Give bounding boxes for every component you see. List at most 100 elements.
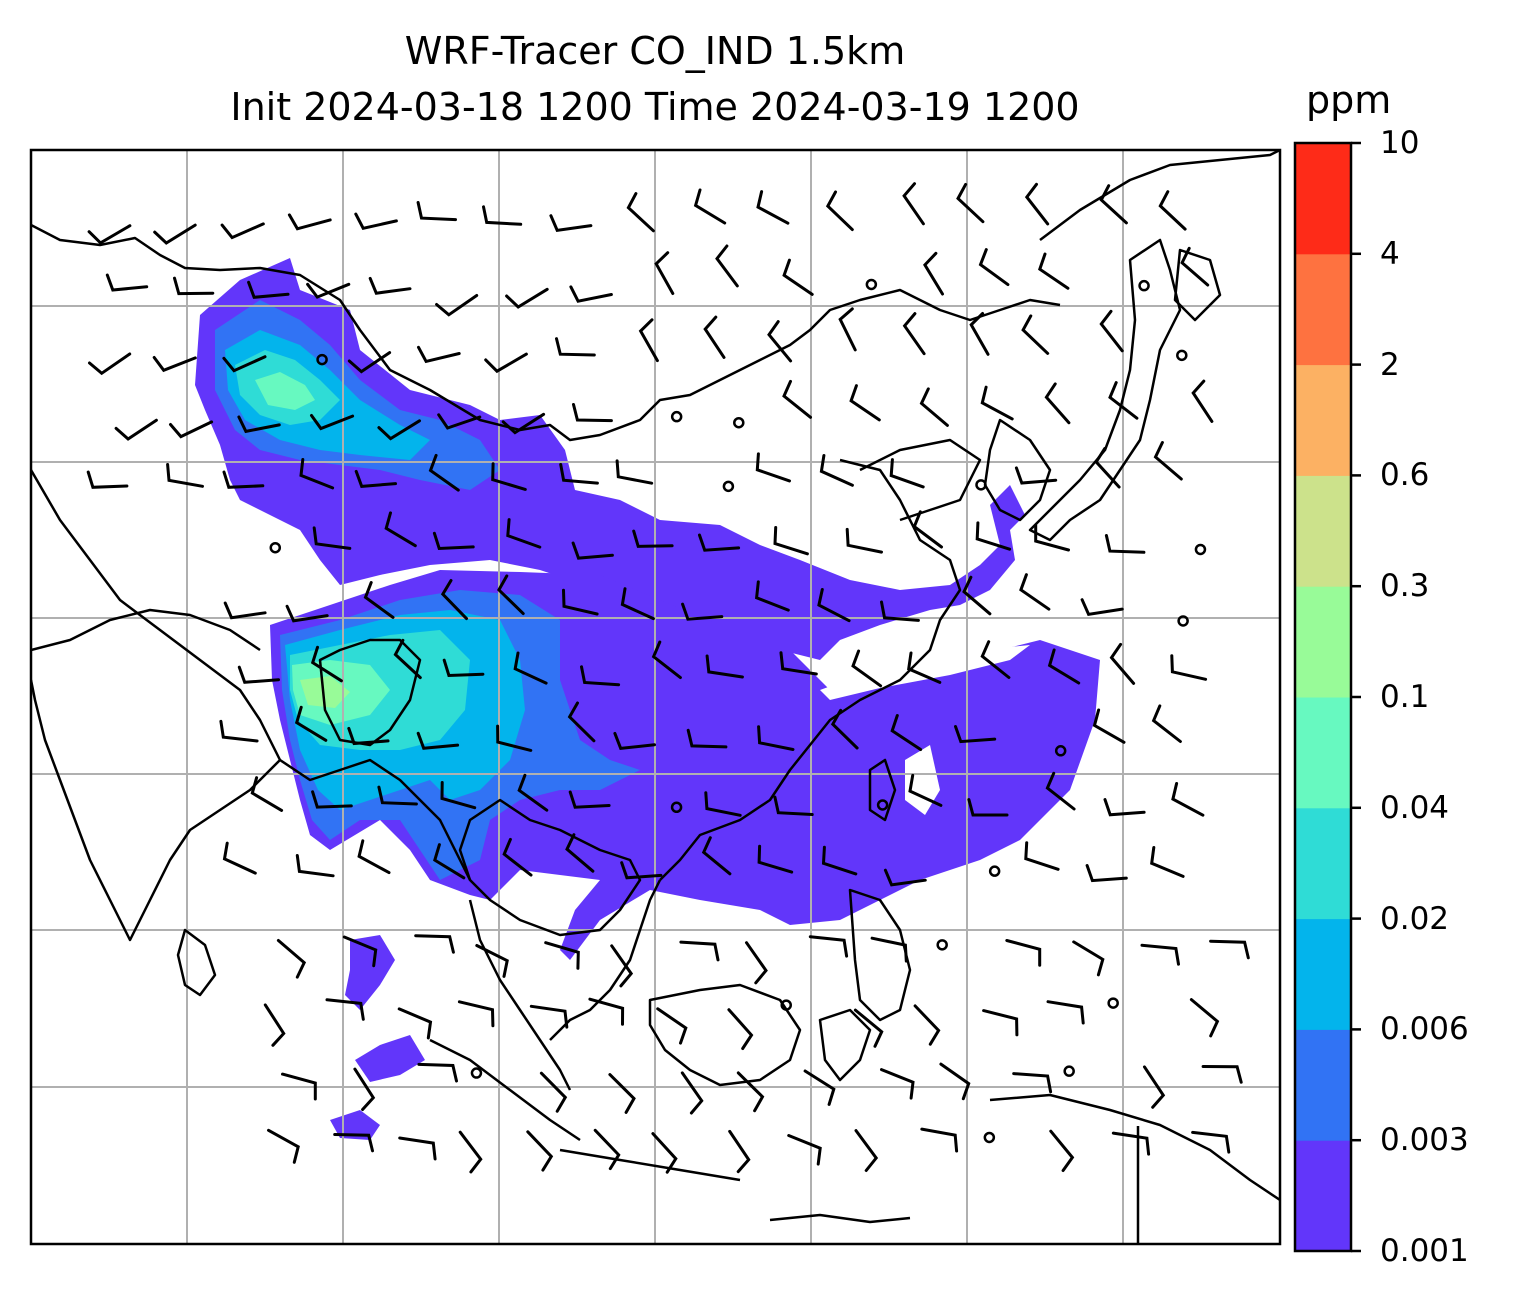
wind-barb xyxy=(311,790,353,809)
wind-barb xyxy=(808,935,849,958)
korea-coast xyxy=(983,418,1052,522)
wind-barb xyxy=(397,1007,433,1040)
wind-barb xyxy=(1012,1072,1053,1094)
wind-barb xyxy=(416,731,460,750)
wind-barb xyxy=(755,452,791,483)
wind-barb xyxy=(482,205,523,226)
wind-barb xyxy=(754,580,790,612)
new-guinea-coast xyxy=(989,1093,1280,1202)
wind-barb xyxy=(1044,382,1071,425)
wind-barb xyxy=(654,251,675,295)
wind-barb xyxy=(727,1008,754,1050)
colorbar-tick-label: 4 xyxy=(1380,235,1400,272)
wind-barb xyxy=(779,651,818,676)
wind-barb xyxy=(310,645,343,683)
wind-barb xyxy=(310,414,355,431)
wind-barb xyxy=(610,944,634,988)
wind-barb xyxy=(854,1129,879,1172)
wind-barb xyxy=(962,575,992,616)
hokkaido-coast xyxy=(1173,248,1222,322)
wind-barb xyxy=(440,579,468,621)
wind-barb xyxy=(475,944,509,978)
wind-barb xyxy=(969,312,990,356)
wind-barb xyxy=(442,658,485,678)
wind-barb xyxy=(562,588,599,616)
wind-barb xyxy=(1103,798,1146,817)
wind-barb xyxy=(325,998,365,1021)
wind-barb xyxy=(588,997,625,1026)
wind-barb xyxy=(767,320,793,363)
india-west-coast xyxy=(31,469,282,942)
calm-wind-marker xyxy=(865,278,878,291)
calm-wind-marker xyxy=(988,865,1001,877)
wind-barb xyxy=(114,418,158,441)
wind-barb xyxy=(505,287,549,309)
wind-barb xyxy=(704,791,742,817)
colorbar-swatch xyxy=(1295,918,1351,1030)
wind-barb xyxy=(312,526,352,550)
wind-barb xyxy=(526,1130,554,1172)
wind-barb xyxy=(568,790,611,809)
wind-barb xyxy=(414,934,455,954)
wind-barb xyxy=(363,581,395,619)
wind-barb xyxy=(1108,381,1139,420)
wind-barb xyxy=(86,470,129,489)
wind-barb xyxy=(347,351,392,374)
wind-barb xyxy=(497,574,525,616)
wind-barb xyxy=(287,213,332,231)
wind-barb xyxy=(222,841,257,875)
calm-wind-marker xyxy=(936,939,948,951)
wind-barb xyxy=(247,280,290,299)
wind-barb xyxy=(1151,704,1182,743)
wind-barb xyxy=(353,1067,376,1111)
wind-barb xyxy=(745,941,768,985)
wind-barb xyxy=(686,728,728,749)
sulawesi-coast xyxy=(818,1008,872,1082)
wind-barb xyxy=(593,1128,621,1171)
philippines-coast xyxy=(848,888,912,1022)
wind-barb xyxy=(782,379,812,419)
wind-barb xyxy=(1094,446,1121,489)
wind-barb xyxy=(1104,534,1146,554)
wind-barb xyxy=(237,415,281,434)
wind-barb xyxy=(980,640,1011,679)
wind-barb xyxy=(368,276,412,295)
wind-barb xyxy=(433,843,466,880)
sumatra-coast xyxy=(429,1038,581,1142)
wind-barb xyxy=(728,1129,751,1174)
calm-wind-marker xyxy=(733,416,745,429)
colorbar-tick-label: 2 xyxy=(1380,346,1400,383)
wind-barb xyxy=(1170,654,1208,681)
calm-wind-marker xyxy=(1194,543,1207,556)
wind-barb xyxy=(1201,1065,1243,1084)
calm-wind-marker xyxy=(1054,745,1067,757)
map-frame xyxy=(29,148,1282,1246)
wind-barb xyxy=(705,654,744,679)
india-border xyxy=(31,608,261,652)
tracer-plume xyxy=(195,258,1100,1140)
wind-barb xyxy=(919,387,949,427)
wind-barb xyxy=(549,214,593,233)
wind-barb xyxy=(819,454,854,487)
wind-barb xyxy=(306,282,351,299)
vietnam-coast xyxy=(549,879,662,1041)
colorbar-swatch xyxy=(1295,1140,1351,1252)
wind-barb xyxy=(1014,466,1058,485)
wind-barb xyxy=(1024,841,1060,871)
wind-barb xyxy=(1191,1130,1231,1154)
wind-barb xyxy=(736,1071,765,1113)
colorbar-swatch xyxy=(1295,143,1351,255)
wind-barb xyxy=(679,940,720,962)
wind-barb xyxy=(1049,1129,1075,1172)
map-plot-area xyxy=(31,150,1280,1244)
wind-barb xyxy=(620,587,655,621)
east-russia-coast xyxy=(1039,150,1280,241)
wind-barb xyxy=(656,1007,688,1045)
wind-barb xyxy=(555,337,596,357)
wind-barb xyxy=(1143,1065,1166,1109)
wind-barb xyxy=(902,312,926,356)
colorbar-tick-label: 0.04 xyxy=(1380,789,1450,826)
wind-barb xyxy=(357,839,391,875)
wind-barb xyxy=(817,588,851,623)
